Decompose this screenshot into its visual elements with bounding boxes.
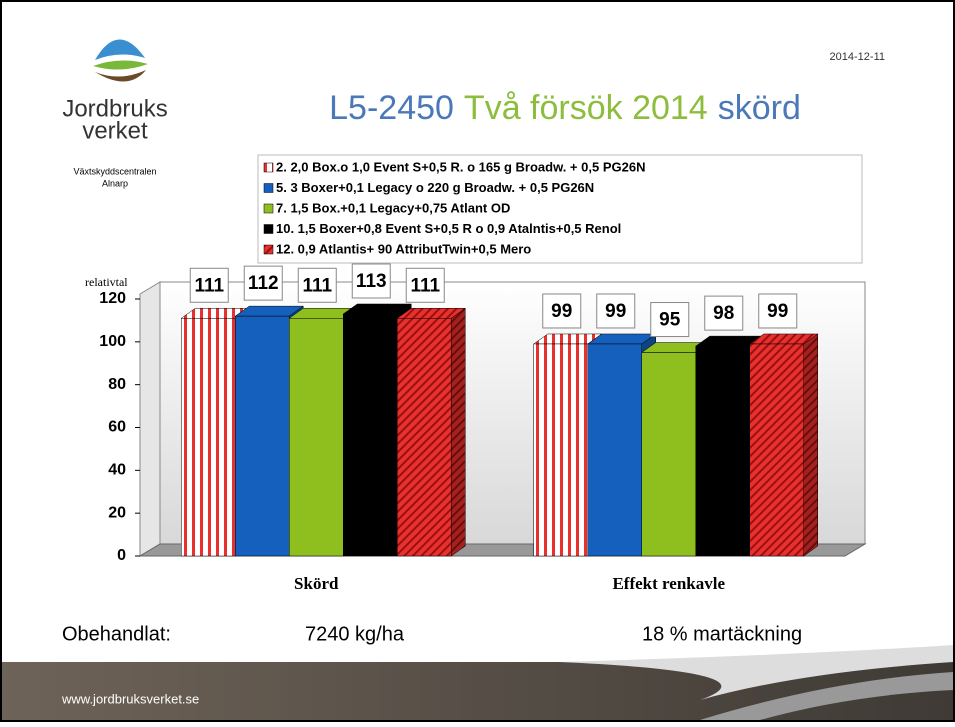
logo [93, 39, 148, 82]
value-label-box [189, 267, 229, 303]
x-tick-label: Skörd [294, 574, 339, 593]
title-part: skörd [718, 89, 801, 127]
chart: 2. 2,0 Box.o 1,0 Event S+0,5 R. o 165 g … [85, 159, 867, 593]
bar-side-shade [451, 308, 466, 556]
value-label: 99 [605, 301, 626, 322]
legend-swatch [263, 162, 274, 173]
bar [533, 343, 588, 557]
value-label-box [297, 267, 337, 303]
y-tick-label: 40 [108, 462, 126, 479]
chart-title: L5-2450 Två försök 2014 skörd [329, 89, 801, 127]
y-axis-label: relativtal [85, 275, 128, 289]
value-label: 99 [767, 301, 788, 322]
value-label-box [758, 293, 798, 329]
y-tick-label: 20 [108, 504, 126, 521]
date: 2014-12-11 [830, 51, 885, 63]
bar [343, 313, 398, 557]
y-tick-label: 120 [99, 290, 126, 307]
footer-swoosh [560, 645, 953, 700]
value-label-box [351, 263, 391, 299]
value-label: 111 [302, 275, 332, 296]
legend-swatch [263, 203, 274, 214]
side-wall [139, 281, 161, 557]
bar [235, 315, 290, 557]
legend-label: 2. 2,0 Box.o 1,0 Event S+0,5 R. o 165 g … [276, 159, 645, 174]
note: 18 % martäckning [642, 623, 802, 645]
logo-text: verket [82, 117, 148, 144]
bar [587, 343, 642, 557]
y-tick-label: 60 [108, 419, 126, 436]
y-tick-label: 0 [117, 547, 126, 564]
value-label-box [405, 267, 445, 303]
org-name: Alnarp [102, 178, 128, 188]
legend-swatch [263, 183, 274, 193]
bar [641, 352, 696, 557]
bar [749, 343, 804, 557]
legend [257, 154, 863, 264]
x-tick-label: Effekt renkavle [612, 574, 725, 593]
value-label-box [596, 293, 636, 329]
legend-label: 7. 1,5 Box.+0,1 Legacy+0,75 Atlant OD [276, 200, 510, 215]
value-label: 111 [194, 275, 224, 296]
logo-text: Jordbruks [62, 95, 167, 122]
y-tick-label: 100 [99, 333, 126, 350]
value-label: 112 [248, 273, 279, 294]
value-label: 98 [713, 303, 734, 324]
bar [289, 318, 344, 557]
value-label: 113 [356, 271, 387, 292]
legend-label: 10. 1,5 Boxer+0,8 Event S+0,5 R o 0,9 At… [276, 221, 621, 236]
legend-label: 12. 0,9 Atlantis+ 90 AttributTwin+0,5 Me… [276, 241, 531, 256]
value-label-box [704, 295, 744, 331]
value-label: 99 [551, 301, 572, 322]
note: 7240 kg/ha [305, 623, 405, 645]
title-part: L5-2450 [329, 89, 454, 127]
legend-label: 5. 3 Boxer+0,1 Legacy o 220 g Broadw. + … [276, 180, 594, 195]
bar [181, 318, 236, 557]
bar [397, 318, 452, 557]
value-label-box [542, 293, 582, 329]
value-label: 95 [659, 310, 681, 331]
value-label-box [243, 265, 283, 301]
title-part: Två försök 2014 [464, 89, 708, 127]
value-label-box [650, 302, 690, 338]
legend-swatch [263, 224, 274, 234]
org-name: Växtskyddscentralen [73, 166, 156, 176]
footer-url: www.jordbruksverket.se [61, 691, 199, 706]
footer-swoosh [700, 672, 953, 720]
y-tick-label: 80 [108, 376, 126, 393]
value-label: 111 [410, 275, 440, 296]
note: Obehandlat: [62, 623, 171, 645]
legend-swatch [263, 244, 274, 255]
bar-side-shade [803, 333, 818, 556]
bar [695, 345, 750, 557]
